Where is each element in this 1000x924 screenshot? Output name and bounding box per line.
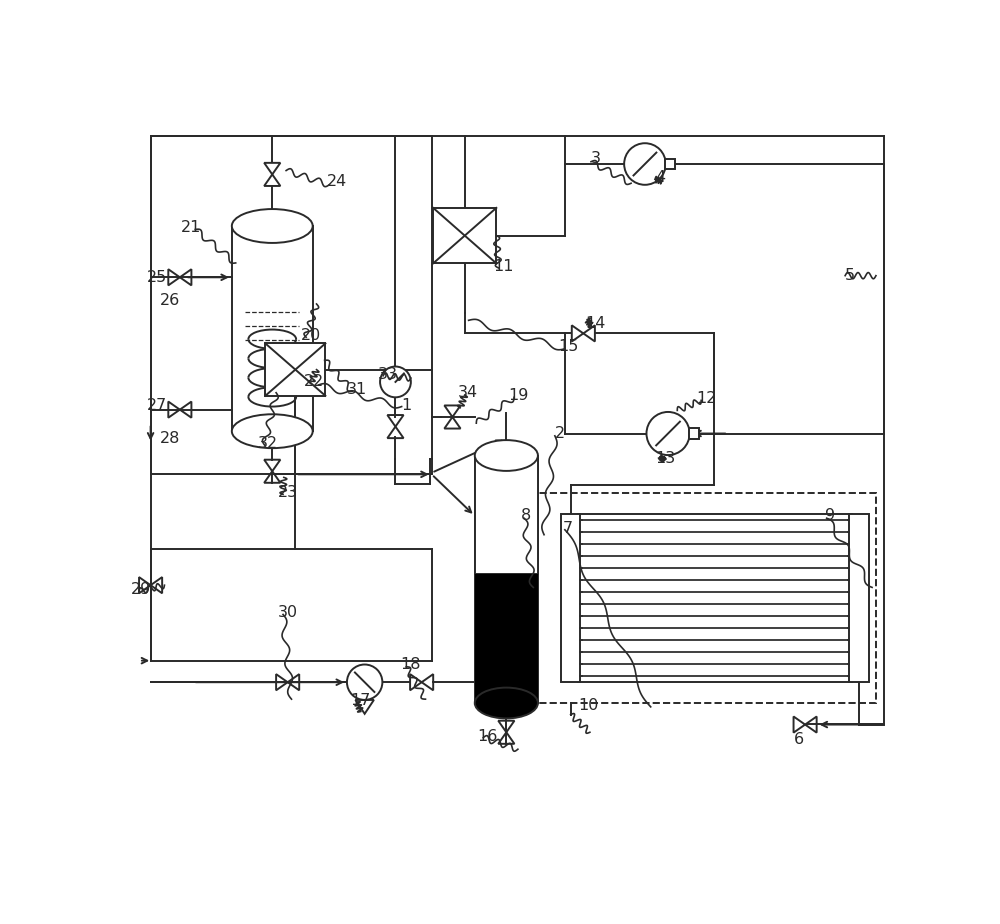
Text: 8: 8 bbox=[521, 508, 531, 523]
Text: 32: 32 bbox=[258, 436, 278, 451]
Text: 17: 17 bbox=[350, 693, 370, 708]
Ellipse shape bbox=[475, 687, 538, 719]
Text: 18: 18 bbox=[401, 657, 421, 672]
Bar bbox=[475, 456, 538, 575]
Ellipse shape bbox=[475, 440, 538, 471]
Text: 26: 26 bbox=[160, 293, 180, 308]
Circle shape bbox=[347, 664, 382, 700]
Text: 22: 22 bbox=[304, 374, 324, 389]
Text: 2: 2 bbox=[555, 426, 565, 441]
Ellipse shape bbox=[232, 414, 313, 448]
Bar bbox=[265, 344, 325, 395]
Text: 21: 21 bbox=[180, 221, 201, 236]
Ellipse shape bbox=[232, 209, 313, 243]
Bar bbox=[475, 575, 538, 703]
Text: 20: 20 bbox=[301, 328, 321, 343]
Text: 31: 31 bbox=[347, 383, 367, 397]
Text: 3: 3 bbox=[591, 152, 601, 166]
Circle shape bbox=[646, 412, 690, 456]
Text: 16: 16 bbox=[478, 729, 498, 744]
Text: 13: 13 bbox=[655, 452, 675, 467]
Text: 14: 14 bbox=[585, 316, 606, 331]
Text: 1: 1 bbox=[401, 397, 411, 412]
Bar bbox=[665, 159, 675, 169]
Circle shape bbox=[380, 367, 411, 397]
Text: 15: 15 bbox=[558, 339, 578, 354]
Text: 24: 24 bbox=[327, 175, 347, 189]
Text: 29: 29 bbox=[131, 582, 151, 597]
Bar bbox=[561, 514, 580, 682]
Bar bbox=[849, 514, 869, 682]
Text: 25: 25 bbox=[147, 270, 167, 285]
Text: 12: 12 bbox=[696, 392, 717, 407]
Bar bbox=[433, 208, 496, 263]
Text: 33: 33 bbox=[378, 367, 398, 382]
Text: 5: 5 bbox=[845, 268, 855, 283]
Text: 19: 19 bbox=[508, 387, 529, 403]
Text: 4: 4 bbox=[655, 170, 665, 185]
Circle shape bbox=[624, 143, 666, 185]
Text: 23: 23 bbox=[278, 485, 298, 500]
Text: 6: 6 bbox=[794, 732, 804, 747]
Text: 10: 10 bbox=[578, 698, 598, 712]
Text: 30: 30 bbox=[278, 605, 298, 620]
Text: 34: 34 bbox=[458, 385, 478, 400]
Bar bbox=[529, 492, 876, 703]
Text: 11: 11 bbox=[493, 259, 514, 274]
Text: 9: 9 bbox=[825, 508, 835, 523]
Text: 28: 28 bbox=[160, 432, 180, 446]
Bar bbox=[689, 428, 699, 439]
Text: 27: 27 bbox=[147, 397, 167, 412]
Bar bbox=[578, 514, 852, 682]
Text: 7: 7 bbox=[563, 521, 573, 536]
